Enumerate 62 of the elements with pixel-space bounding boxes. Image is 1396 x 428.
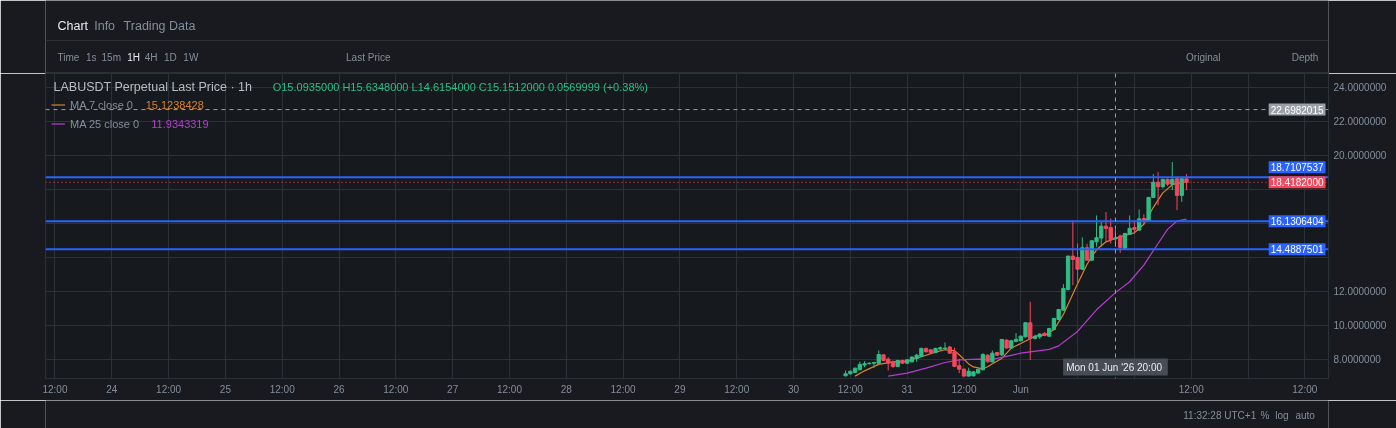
- candlestick: [1103, 211, 1109, 243]
- x-tick-label: 26: [333, 383, 346, 395]
- ref-line-label: Mon 01 Jun '26 20:00: [1066, 361, 1163, 373]
- candlestick: [1170, 161, 1175, 191]
- x-tick-label: 30: [787, 383, 800, 395]
- text: LABUSDT Perpetual Last Price · 1h: [53, 79, 253, 94]
- text: Time: [57, 52, 80, 63]
- x-tick-label: 12:00: [724, 383, 750, 395]
- text: Depth: [1291, 52, 1319, 63]
- text: %: [1260, 410, 1270, 421]
- ref-line-label: 16.1306404: [1270, 216, 1324, 228]
- x-tick-label: 31: [901, 383, 914, 395]
- annotation: 11.9343319: [151, 118, 209, 130]
- text: Original: [1186, 52, 1221, 63]
- candlestick: [1075, 243, 1080, 286]
- candlestick: [942, 341, 948, 351]
- x-tick-label: 12:00: [951, 383, 977, 395]
- x-tick-label: 12:00: [837, 383, 864, 395]
- text: Chart: [57, 18, 89, 33]
- legend-label: MA 7 close 0: [70, 97, 133, 113]
- x-tick-label: 12:00: [42, 383, 68, 395]
- y-tick-label: 10.0000000: [1333, 320, 1387, 332]
- line-series: [887, 218, 1188, 377]
- text: Info: [94, 18, 116, 33]
- text: Last Price: [346, 52, 391, 63]
- text: log: [1275, 410, 1289, 421]
- text: 15m: [101, 52, 122, 63]
- x-tick-label: 12:00: [1292, 383, 1318, 395]
- text: 1H: [127, 52, 141, 63]
- ref-line-label: 18.7107537: [1270, 162, 1324, 174]
- x-tick-label: 12:00: [496, 383, 523, 395]
- y-tick-label: 22.0000000: [1333, 116, 1387, 128]
- y-tick-label: 12.0000000: [1333, 286, 1387, 298]
- text: 1s: [85, 52, 97, 63]
- text: auto: [1295, 410, 1316, 421]
- x-tick-label: 28: [560, 383, 573, 395]
- text: 11:32:28 UTC+1: [1183, 410, 1257, 421]
- x-tick-label: 12:00: [383, 383, 409, 395]
- y-tick-label: 20.0000000: [1333, 150, 1387, 162]
- text: O15.0935000 H15.6348000 L14.6154000 C15.1512000 0.0569999 (+0.38%): [272, 80, 648, 93]
- ref-line-label: 22.6982015: [1270, 104, 1324, 116]
- x-tick-label: 29: [674, 383, 686, 395]
- x-tick-label: 12:00: [269, 383, 296, 395]
- x-tick-label: 12:00: [610, 383, 637, 395]
- ref-line-label: 18.4182000: [1270, 177, 1324, 189]
- x-tick-label: 12:00: [156, 383, 182, 395]
- candlestick: [1028, 301, 1033, 361]
- text: Trading Data: [123, 18, 196, 33]
- x-tick-label: 25: [219, 383, 232, 395]
- x-tick-label: 12:00: [1178, 383, 1205, 395]
- y-tick-label: 24.0000000: [1333, 82, 1387, 94]
- legend-label: MA 25 close 0: [70, 116, 140, 132]
- text: 1W: [183, 52, 199, 63]
- text: 1D: [164, 52, 177, 63]
- ref-line-label: 14.4887501: [1270, 244, 1324, 256]
- annotation: 15.1238428: [145, 99, 204, 111]
- x-tick-label: 27: [447, 383, 459, 395]
- candlestick: [1179, 176, 1184, 203]
- x-tick-label: Jun: [1012, 383, 1029, 395]
- y-tick-label: 8.0000000: [1333, 354, 1382, 366]
- text: 4H: [144, 52, 158, 63]
- x-tick-label: 24: [106, 383, 118, 395]
